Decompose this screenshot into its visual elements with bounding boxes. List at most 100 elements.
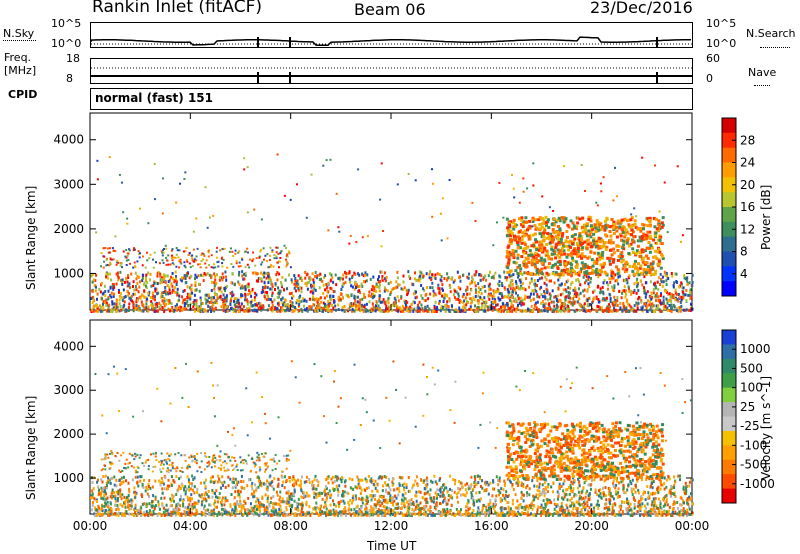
data-cell	[431, 182, 434, 185]
data-cell	[453, 296, 456, 300]
data-cell	[132, 249, 135, 252]
data-cell	[507, 261, 511, 265]
data-cell	[111, 282, 114, 286]
data-cell	[410, 303, 413, 306]
data-cell	[558, 219, 562, 223]
data-cell	[565, 230, 569, 233]
data-cell	[92, 309, 95, 313]
data-cell	[479, 288, 482, 292]
data-cell	[161, 276, 163, 280]
data-cell	[121, 266, 123, 269]
data-cell	[512, 260, 516, 264]
data-cell	[357, 285, 359, 289]
data-cell	[226, 266, 229, 269]
data-cell	[260, 248, 262, 251]
data-cell	[667, 292, 670, 296]
data-cell	[434, 513, 436, 517]
data-cell	[162, 249, 165, 251]
data-cell	[376, 285, 379, 289]
data-cell	[566, 223, 570, 227]
data-cell	[609, 234, 613, 238]
data-cell	[523, 233, 527, 237]
data-cell	[247, 292, 249, 296]
data-cell	[258, 301, 261, 305]
data-cell	[383, 475, 386, 478]
data-cell	[368, 300, 371, 304]
data-cell	[558, 249, 562, 253]
data-cell	[364, 280, 366, 284]
data-cell	[492, 502, 495, 506]
data-cell	[213, 309, 216, 313]
data-cell	[635, 280, 638, 284]
data-cell	[289, 198, 292, 201]
data-cell	[414, 271, 416, 275]
data-cell	[562, 482, 565, 486]
data-cell	[396, 183, 399, 186]
data-cell	[372, 275, 375, 279]
data-cell	[199, 263, 202, 266]
data-cell	[354, 272, 357, 276]
data-cell	[608, 230, 612, 233]
data-cell	[683, 276, 686, 280]
data-cell	[625, 219, 629, 223]
data-cell	[288, 495, 291, 499]
data-cell	[218, 278, 221, 282]
data-cell	[609, 300, 612, 303]
data-cell	[379, 198, 382, 201]
data-cell	[217, 474, 219, 478]
data-cell	[595, 267, 599, 271]
data-cell	[636, 285, 639, 289]
data-cell	[659, 283, 661, 286]
data-cell	[645, 246, 649, 250]
data-cell	[568, 291, 571, 295]
data-cell	[483, 300, 486, 304]
data-cell	[592, 299, 595, 303]
data-cell	[135, 300, 138, 304]
data-cell	[283, 288, 285, 292]
data-cell	[491, 494, 494, 498]
data-cell	[535, 269, 539, 273]
data-cell	[189, 295, 192, 299]
data-cell	[176, 303, 178, 307]
data-cell	[152, 284, 155, 287]
data-cell	[507, 293, 510, 297]
data-cell	[265, 272, 268, 276]
data-cell	[385, 304, 388, 308]
data-cell	[146, 281, 149, 285]
data-cell	[491, 296, 494, 300]
data-cell	[489, 270, 491, 274]
data-cell	[466, 292, 469, 296]
data-cell	[651, 508, 654, 512]
data-cell	[488, 297, 491, 301]
data-cell	[110, 307, 113, 311]
data-cell	[581, 512, 584, 516]
data-cell	[276, 153, 279, 156]
data-cell	[510, 278, 513, 282]
data-cell	[209, 306, 212, 310]
data-cell	[443, 277, 446, 280]
data-cell	[327, 229, 330, 232]
data-cell	[230, 263, 233, 265]
data-cell	[575, 262, 579, 266]
data-cell	[176, 291, 179, 295]
data-cell	[274, 288, 276, 291]
data-cell	[688, 281, 691, 285]
data-cell	[539, 256, 543, 260]
nsky-label: N.Sky	[3, 27, 35, 40]
data-cell	[628, 508, 631, 512]
data-cell	[353, 296, 356, 300]
data-cell	[103, 504, 106, 508]
data-cell	[396, 306, 399, 310]
data-cell	[291, 280, 293, 284]
data-cell	[612, 303, 615, 307]
data-cell	[661, 284, 664, 288]
data-cell	[611, 505, 614, 509]
data-cell	[354, 282, 357, 286]
data-cell	[234, 305, 237, 309]
data-cell	[551, 228, 555, 231]
data-cell	[533, 262, 537, 266]
data-cell	[487, 513, 490, 517]
data-cell	[222, 484, 224, 487]
data-cell	[487, 284, 490, 288]
